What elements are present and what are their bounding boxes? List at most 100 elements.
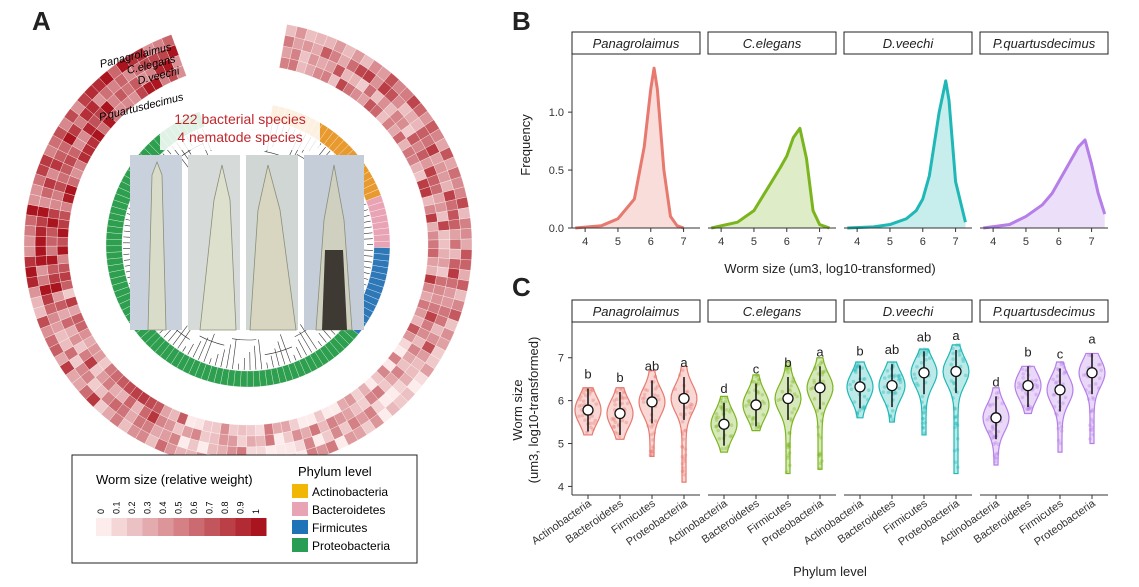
legend-scale-swatch [142, 518, 158, 536]
c-point [750, 422, 755, 426]
c-violin [942, 344, 970, 475]
b-xtick-label: 5 [751, 236, 757, 248]
c-point [1051, 377, 1055, 382]
c-point [1097, 376, 1102, 381]
c-point [1054, 380, 1059, 385]
c-point [1091, 397, 1096, 401]
heatmap-cell [57, 227, 69, 238]
c-point [1057, 421, 1062, 425]
c-point [849, 387, 854, 391]
heatmap-cell [448, 218, 461, 231]
c-sig-letter: c [753, 361, 760, 376]
c-point [953, 460, 958, 465]
c-point [1089, 417, 1094, 422]
c-sig-letter: a [1088, 331, 1096, 346]
c-violin [670, 365, 698, 483]
c-point [714, 418, 719, 422]
c-point [747, 399, 752, 403]
b-xtick-label: 6 [648, 236, 654, 248]
c-point [862, 377, 867, 381]
b-xtick-label: 5 [887, 236, 893, 248]
c-sig-letter: b [584, 367, 591, 382]
c-point [861, 377, 866, 381]
c-point [752, 416, 756, 420]
heatmap-cell [217, 433, 229, 447]
c-point [757, 425, 761, 429]
c-point [652, 393, 657, 397]
phylum-segment [105, 238, 123, 246]
c-point [821, 379, 826, 384]
c-point [991, 427, 996, 431]
heatmap-cell [447, 267, 460, 280]
c-point [1018, 383, 1023, 387]
c-mean-marker [582, 404, 594, 416]
c-point [650, 452, 654, 456]
c-point [854, 364, 859, 369]
tree-branch [293, 354, 297, 361]
heatmap-cell [263, 423, 274, 436]
heatmap-cell [427, 239, 440, 249]
c-point [818, 452, 822, 457]
c-point [856, 362, 860, 366]
c-point [583, 393, 588, 398]
c-point [923, 405, 927, 410]
c-point [916, 383, 920, 388]
c-point [653, 419, 658, 423]
heatmap-cell [48, 272, 61, 285]
c-point [1087, 390, 1092, 395]
c-point [615, 431, 620, 436]
heatmap-cell [228, 423, 239, 436]
c-point [812, 381, 817, 385]
c-mean-marker [718, 418, 730, 430]
c-point [921, 411, 926, 416]
b-facet-title: P.quartusdecimus [993, 36, 1096, 51]
c-point [922, 410, 926, 414]
c-point [680, 419, 685, 424]
b-xtick-label: 6 [784, 236, 790, 248]
c-mean-marker [614, 407, 626, 420]
c-point [714, 415, 718, 420]
c-point [949, 362, 953, 367]
c-point [720, 447, 724, 451]
c-point [1055, 374, 1060, 378]
legend-scale-swatch [189, 518, 205, 536]
b-xtick-label: 7 [681, 236, 687, 248]
c-point [785, 365, 789, 369]
c-point [643, 387, 647, 392]
c-point [958, 353, 962, 357]
b-xtick-label: 5 [1023, 236, 1029, 248]
c-point [924, 350, 929, 354]
c-point [620, 401, 624, 406]
legend-scale-swatch [158, 518, 174, 536]
c-point [618, 387, 622, 392]
c-point [718, 404, 723, 409]
tree-branch [254, 345, 257, 370]
phylum-segment [246, 370, 254, 388]
b-density-line [847, 79, 967, 230]
b-xtick-label: 4 [582, 236, 588, 248]
c-sig-letter: c [1057, 346, 1064, 361]
tree-branch [277, 341, 286, 365]
phylum-segment [373, 234, 391, 242]
phylum-segment [240, 370, 248, 388]
b-ytick-label: 1.0 [549, 107, 564, 119]
c-point [1029, 405, 1033, 409]
c-sig-letter: b [784, 355, 791, 370]
c-point [754, 374, 759, 379]
c-ylabel-line1: Worm size [510, 379, 525, 440]
c-point [720, 406, 724, 411]
c-point [591, 398, 596, 403]
c-point [689, 402, 693, 406]
c-point [812, 397, 817, 401]
c-point [620, 395, 625, 400]
c-point [785, 456, 790, 460]
heatmap-cell [237, 424, 247, 437]
c-point [886, 390, 891, 395]
c-point [1025, 407, 1029, 412]
heatmap-cell [460, 249, 473, 261]
heatmap-cell [427, 230, 440, 241]
annotation-nematode-count: 4 nematode species [177, 129, 302, 145]
c-point [992, 435, 996, 440]
c-point [1020, 388, 1025, 392]
c-point [893, 390, 897, 395]
